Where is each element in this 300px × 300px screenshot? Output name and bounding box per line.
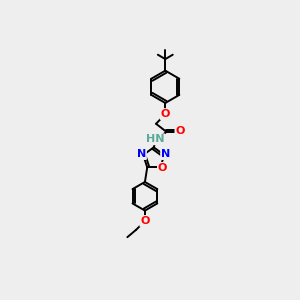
Text: N: N xyxy=(137,149,146,159)
Text: HN: HN xyxy=(146,134,164,144)
Text: N: N xyxy=(161,149,170,159)
Text: O: O xyxy=(176,126,185,136)
Text: O: O xyxy=(158,163,167,173)
Text: O: O xyxy=(160,109,170,119)
Text: O: O xyxy=(140,216,150,226)
